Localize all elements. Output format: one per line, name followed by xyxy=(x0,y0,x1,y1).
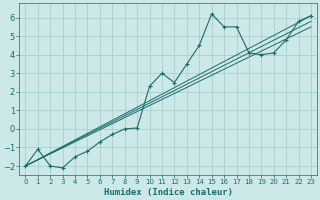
X-axis label: Humidex (Indice chaleur): Humidex (Indice chaleur) xyxy=(104,188,233,197)
